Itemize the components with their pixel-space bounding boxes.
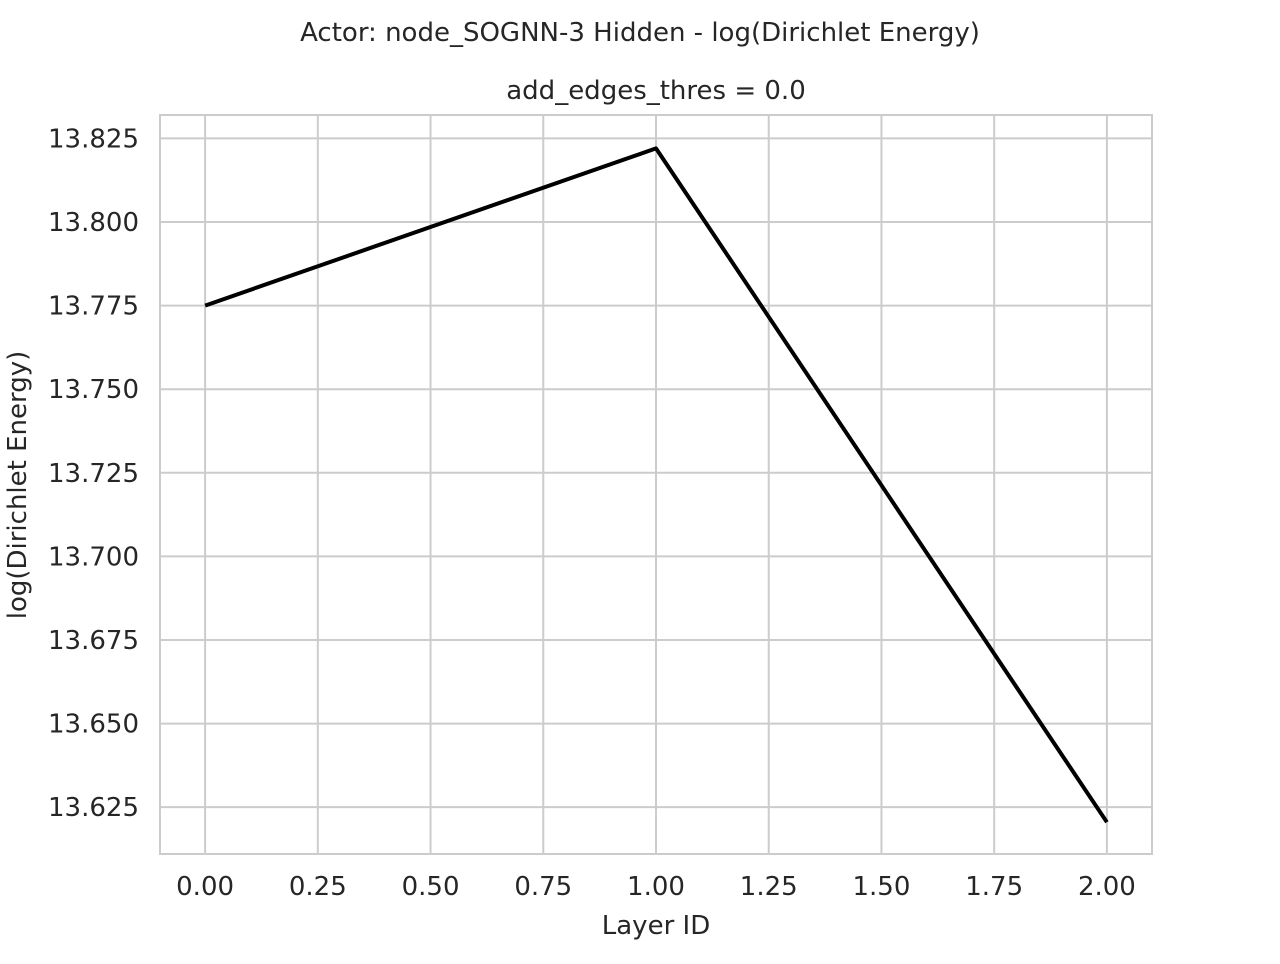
plot-frame bbox=[159, 114, 1153, 855]
y-tick-labels: 13.625 13.650 13.675 13.700 13.725 13.750 13.7… bbox=[48, 124, 139, 823]
y-tick-label: 13.825 bbox=[48, 124, 139, 154]
chart-title: add_edges_thres = 0.0 bbox=[506, 76, 805, 106]
y-axis-label: log(Dirichlet Energy) bbox=[3, 351, 33, 620]
y-tick-label: 13.725 bbox=[48, 459, 139, 489]
x-tick-label: 1.75 bbox=[965, 872, 1023, 902]
figure-title: Actor: node_SOGNN-3 Hidden - log(Dirichl… bbox=[300, 18, 980, 48]
y-tick-label: 13.650 bbox=[48, 710, 139, 740]
y-tick-label: 13.625 bbox=[48, 793, 139, 823]
y-tick-label: 13.750 bbox=[48, 375, 139, 405]
x-tick-label: 1.50 bbox=[853, 872, 911, 902]
y-tick-label: 13.700 bbox=[48, 542, 139, 572]
y-tick-label: 13.800 bbox=[48, 208, 139, 238]
x-tick-label: 0.50 bbox=[402, 872, 460, 902]
y-tick-label: 13.775 bbox=[48, 292, 139, 322]
x-tick-label: 0.00 bbox=[176, 872, 234, 902]
x-grid bbox=[204, 115, 1108, 854]
x-tick-label: 1.00 bbox=[627, 872, 685, 902]
x-tick-label: 1.25 bbox=[740, 872, 798, 902]
y-tick-label: 13.675 bbox=[48, 626, 139, 656]
x-tick-labels: 0.00 0.25 0.50 0.75 1.00 1.25 1.50 1.75 2.00 bbox=[176, 872, 1136, 902]
series-layer bbox=[204, 146, 1109, 824]
y-grid bbox=[160, 137, 1152, 809]
x-tick-label: 0.25 bbox=[289, 872, 347, 902]
x-axis-label: Layer ID bbox=[602, 911, 710, 941]
x-tick-label: 2.00 bbox=[1078, 872, 1136, 902]
series-line bbox=[204, 146, 1109, 824]
x-tick-label: 0.75 bbox=[514, 872, 572, 902]
